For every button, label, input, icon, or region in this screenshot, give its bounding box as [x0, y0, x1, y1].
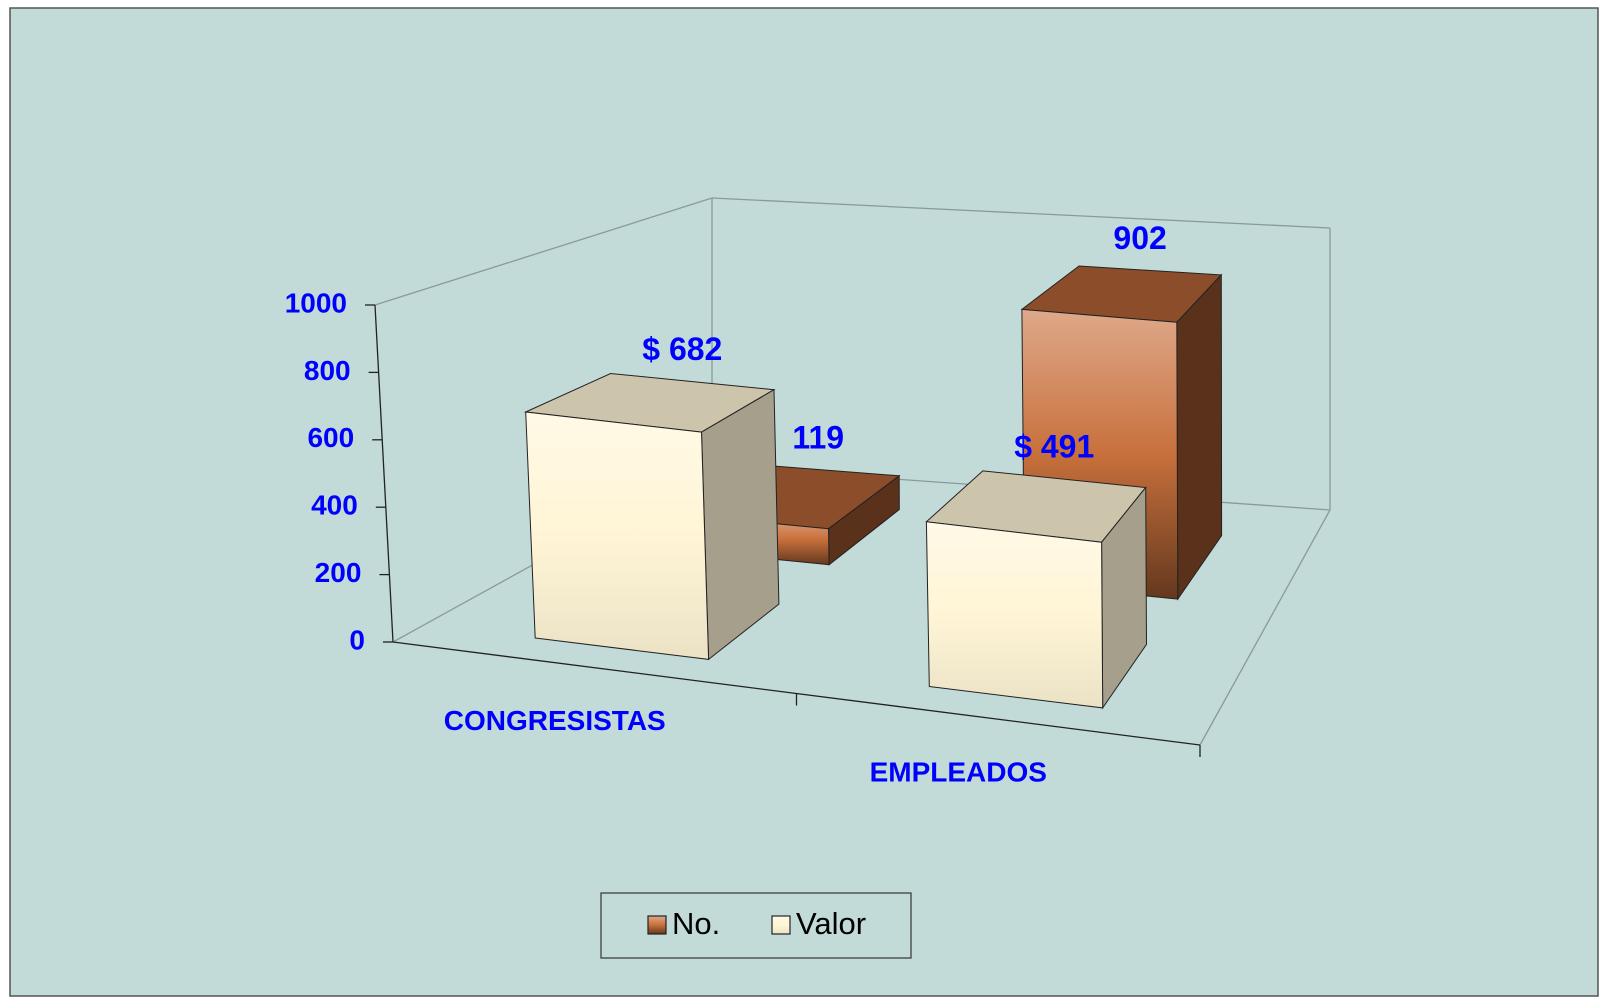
wall-edge [374, 197, 713, 306]
bar [925, 470, 1148, 710]
bar-front [525, 411, 710, 660]
y-axis [374, 304, 394, 643]
data-label: $ 491 [1014, 429, 1094, 465]
legend-label: Valor [796, 906, 866, 941]
y-tick-label: 200 [315, 557, 362, 588]
y-tick-label: 800 [304, 355, 351, 386]
data-label: 902 [1113, 220, 1166, 256]
y-tick-label: 600 [307, 422, 354, 453]
bars [523, 265, 1223, 710]
wall-edge [1199, 509, 1331, 746]
legend-label: No. [672, 906, 720, 941]
data-label: 119 [792, 420, 844, 456]
legend: No. Valor [647, 906, 866, 941]
y-tick-label: 400 [311, 490, 358, 521]
y-tick-label: 1000 [285, 287, 347, 318]
labels: 0 200 400 600 800 1000 CONGRESISTAS EMPLEADOS 11… [285, 220, 1167, 788]
bar-front [925, 521, 1104, 709]
wall-edge [711, 197, 1331, 229]
bar [523, 372, 780, 661]
x-tick-label: CONGRESISTAS [444, 705, 666, 736]
legend-swatch [771, 915, 791, 935]
x-tick-label: EMPLEADOS [870, 757, 1047, 788]
y-tick-label: 0 [349, 624, 365, 655]
legend-swatch [647, 915, 667, 935]
data-label: $ 682 [642, 331, 722, 367]
